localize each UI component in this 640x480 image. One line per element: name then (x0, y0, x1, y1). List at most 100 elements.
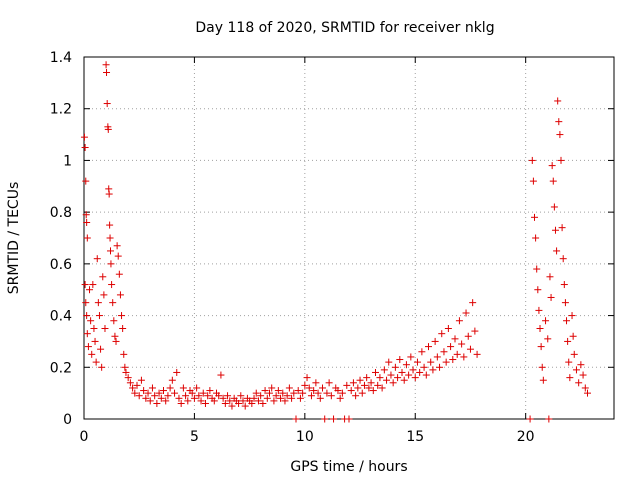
data-point (418, 348, 426, 356)
data-point (164, 392, 172, 400)
data-point (101, 325, 109, 332)
data-point (367, 379, 375, 387)
data-point (385, 358, 393, 366)
data-point (279, 389, 287, 397)
data-point (380, 366, 388, 374)
data-point (171, 389, 179, 397)
data-point (447, 343, 455, 351)
data-point (542, 317, 550, 325)
data-point (444, 325, 452, 332)
data-point (534, 286, 542, 294)
data-point (155, 389, 163, 397)
data-point (160, 387, 167, 395)
data-point (102, 61, 110, 69)
data-point (81, 281, 89, 289)
data-point (378, 384, 386, 392)
data-point (407, 353, 415, 361)
data-point (210, 397, 218, 405)
data-point (316, 394, 324, 402)
data-point (336, 394, 344, 402)
data-point (566, 374, 574, 382)
data-point (104, 125, 112, 133)
data-point (528, 156, 536, 164)
data-point (263, 394, 271, 402)
data-point (219, 394, 227, 402)
data-point (584, 389, 591, 397)
data-point (86, 286, 94, 294)
data-point (338, 389, 346, 397)
data-point (299, 389, 307, 397)
data-point (294, 387, 302, 395)
y-tick-label: 1 (63, 153, 72, 169)
data-point (413, 358, 421, 366)
y-tick-label: 0.2 (50, 360, 72, 376)
data-point (226, 397, 234, 405)
data-point (569, 332, 577, 340)
data-point (90, 325, 98, 332)
data-point (310, 387, 318, 395)
data-point (330, 415, 338, 423)
data-point (83, 218, 91, 226)
data-point (405, 371, 413, 379)
data-point (135, 392, 143, 400)
data-point (545, 415, 553, 423)
data-point (105, 190, 113, 198)
data-point (460, 353, 468, 361)
data-point (83, 330, 91, 338)
data-point (268, 384, 276, 392)
data-point (148, 384, 156, 392)
data-point (396, 356, 404, 364)
data-point (550, 203, 558, 211)
data-point (319, 384, 326, 392)
data-point (182, 392, 190, 400)
data-point (323, 389, 331, 397)
data-point (257, 392, 265, 400)
data-point (100, 291, 108, 299)
data-point (113, 242, 121, 250)
data-point (87, 317, 95, 325)
data-point (162, 397, 170, 405)
data-point (383, 376, 391, 384)
data-point (305, 384, 313, 392)
data-point (312, 379, 320, 387)
data-point (206, 387, 214, 395)
data-point (473, 350, 481, 358)
data-point (91, 337, 99, 345)
data-point (462, 309, 470, 317)
data-point (409, 366, 417, 374)
x-axis-title: GPS time / hours (290, 459, 407, 475)
data-point (575, 379, 583, 387)
data-point (436, 363, 444, 371)
data-point (83, 312, 91, 320)
data-point (561, 299, 569, 307)
data-point (151, 392, 159, 400)
data-point (539, 376, 547, 384)
data-point (175, 394, 183, 402)
data-point (99, 273, 107, 281)
data-point (133, 381, 141, 389)
data-point (118, 312, 126, 320)
data-point (570, 350, 578, 358)
data-point (549, 177, 557, 185)
data-point (321, 415, 329, 423)
data-point (372, 368, 379, 376)
y-tick-label: 1.2 (50, 102, 72, 118)
data-point (451, 335, 459, 343)
data-point (252, 389, 260, 397)
data-point (112, 337, 120, 345)
data-point (416, 368, 424, 376)
data-point (429, 366, 437, 374)
data-point (303, 374, 311, 382)
data-point (532, 234, 540, 242)
x-tick-label: 15 (406, 429, 424, 445)
data-point (173, 368, 181, 376)
data-point (120, 350, 128, 358)
data-point (563, 317, 571, 325)
data-point (296, 394, 304, 402)
data-point (124, 374, 132, 382)
data-point (290, 389, 298, 397)
data-point (228, 402, 236, 410)
data-point (129, 384, 137, 392)
data-point (81, 144, 89, 151)
data-point (80, 133, 88, 141)
